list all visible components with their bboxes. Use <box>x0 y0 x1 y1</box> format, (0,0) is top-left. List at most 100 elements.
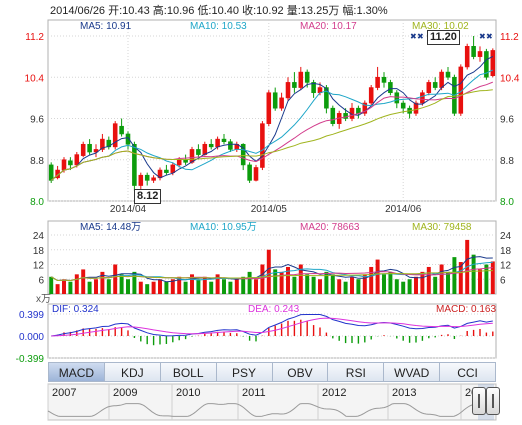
volume-bar <box>202 276 207 294</box>
tab-obv[interactable]: OBV <box>272 362 329 382</box>
volume-bar <box>458 262 463 294</box>
candle-body <box>176 159 182 166</box>
candle-body <box>119 125 124 135</box>
candle-body <box>394 92 400 104</box>
price-xtick: 2014/06 <box>385 204 422 215</box>
price-xtick: 2014/04 <box>110 204 147 215</box>
volume-bar <box>113 264 118 294</box>
candle-body <box>439 71 444 88</box>
macd-panel: 0.399 0.000 -0.399 <box>16 310 494 365</box>
volume-bar <box>311 276 316 294</box>
volume-bar <box>55 284 60 294</box>
vol-ytick-left: 24 <box>33 231 45 242</box>
volume-bar <box>401 281 406 294</box>
volume-bar <box>407 279 412 294</box>
candle-body <box>100 138 105 150</box>
header-open: 开:10.43 <box>108 5 150 17</box>
candle-body <box>151 177 156 181</box>
volume-bar <box>356 279 361 294</box>
volume-bar <box>74 274 79 294</box>
vol-ytick-right: 12 <box>500 261 512 272</box>
candle-body <box>170 164 176 173</box>
tab-psy[interactable]: PSY <box>216 362 273 382</box>
candle-body <box>477 51 483 57</box>
tab-kdj[interactable]: KDJ <box>104 362 161 382</box>
tab-wvad[interactable]: WVAD <box>384 362 441 382</box>
low-price-label: 8.12 <box>134 189 162 204</box>
volume-bar <box>273 269 278 294</box>
candle-body <box>285 82 291 99</box>
candle-body <box>375 76 380 88</box>
candle-body <box>388 82 393 94</box>
volume-bar <box>164 281 169 294</box>
volume-bar <box>279 271 284 294</box>
candle-body <box>144 174 150 181</box>
candle-body <box>183 159 188 163</box>
volume-bar <box>350 276 354 294</box>
candle-body <box>445 71 451 78</box>
volume-bar <box>170 279 175 294</box>
volume-bar <box>292 276 297 294</box>
volume-bar <box>254 279 258 294</box>
tab-boll[interactable]: BOLL <box>160 362 217 382</box>
candle-body <box>484 51 489 78</box>
volume-bar <box>158 279 162 294</box>
volume-bar <box>228 281 233 294</box>
navigator-year-label: 2012 <box>322 387 346 399</box>
volume-bar <box>343 281 348 294</box>
navigator-right-handle[interactable] <box>486 387 500 415</box>
header-volume: 量:13.25万 <box>286 5 340 17</box>
header-low: 低:10.40 <box>197 5 240 17</box>
candle-body <box>208 143 214 148</box>
candle-body <box>68 160 73 166</box>
volume-frame <box>47 220 497 295</box>
header-change: 幅:1.30% <box>342 5 388 17</box>
vol-ytick-right: 18 <box>500 246 512 257</box>
volume-bar <box>420 271 425 294</box>
candle-body <box>420 92 425 104</box>
price-panel: 11.2 11.2 10.4 10.4 9.6 9.6 8.8 8.8 8.0 8.0 2014/0… <box>25 32 520 215</box>
price-ma5-line <box>50 55 494 181</box>
legend-ma10: MA10: 10.53 <box>190 21 247 32</box>
volume-bar <box>247 271 252 294</box>
header-quote: 2014/06/26 开:10.43 高:10.96 低:10.40 收:10.… <box>50 2 388 18</box>
navigator-left-handle[interactable] <box>472 387 486 415</box>
candle-body <box>362 102 368 114</box>
tab-macd[interactable]: MACD <box>48 362 105 382</box>
navigator-trend-line <box>47 403 496 417</box>
navigator-year-label: 2011 <box>242 387 266 399</box>
high-price-label: 11.20 <box>427 30 460 45</box>
candle-body <box>221 138 227 143</box>
vol-legend-ma20: MA20: 78663 <box>300 222 360 233</box>
price-ma10-line <box>50 69 494 181</box>
volume-bar <box>305 274 310 294</box>
volume-bar <box>318 279 322 294</box>
volume-bar <box>145 284 150 294</box>
candle-body <box>471 46 476 57</box>
volume-bar <box>337 279 342 294</box>
candle-body <box>87 143 92 153</box>
tab-rsi[interactable]: RSI <box>328 362 385 382</box>
legend-ma5: MA5: 10.91 <box>80 21 132 32</box>
volume-bar <box>49 276 54 294</box>
vol-ma30-line <box>50 270 493 282</box>
macd-legend-dif: DIF: 0.324 <box>52 304 99 315</box>
volume-bar <box>388 271 393 294</box>
tab-cci[interactable]: CCI <box>440 362 496 382</box>
volume-bar <box>132 271 137 294</box>
candle-body <box>132 143 137 186</box>
candle-body <box>426 82 432 94</box>
price-ytick-right: 8.8 <box>500 156 514 167</box>
high-marker-icon: ✖ <box>417 32 424 41</box>
price-ytick-left: 10.4 <box>25 73 45 84</box>
volume-bar <box>433 276 438 294</box>
macd-ytick: 0.399 <box>19 310 44 321</box>
volume-bar <box>94 279 98 294</box>
volume-bar <box>87 281 92 294</box>
volume-bar <box>426 266 431 294</box>
volume-bar <box>484 264 489 294</box>
volume-bar <box>382 274 386 294</box>
volume-bar <box>375 259 380 294</box>
candle-body <box>189 149 195 163</box>
